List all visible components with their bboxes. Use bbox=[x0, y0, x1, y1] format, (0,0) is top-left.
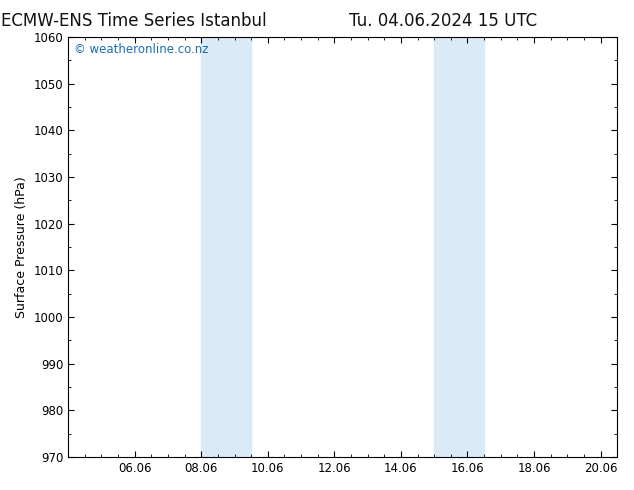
Bar bbox=[434, 37, 484, 457]
Text: ECMW-ENS Time Series Istanbul: ECMW-ENS Time Series Istanbul bbox=[1, 12, 266, 30]
Bar bbox=[201, 37, 251, 457]
Text: Tu. 04.06.2024 15 UTC: Tu. 04.06.2024 15 UTC bbox=[349, 12, 537, 30]
Text: © weatheronline.co.nz: © weatheronline.co.nz bbox=[74, 44, 208, 56]
Y-axis label: Surface Pressure (hPa): Surface Pressure (hPa) bbox=[15, 176, 28, 318]
